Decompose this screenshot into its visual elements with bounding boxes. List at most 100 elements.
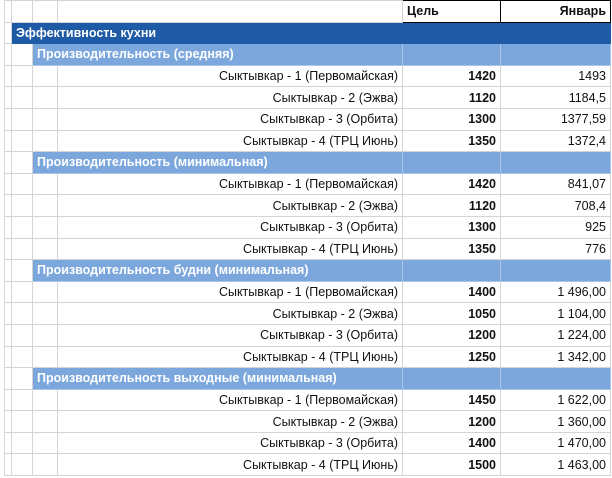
cell[interactable] [11,345,33,369]
cell[interactable] [11,194,33,217]
location-name[interactable]: Сыктывкар - 3 (Орбита) [57,431,403,455]
january-value[interactable]: 925 [500,215,611,239]
cell[interactable] [32,129,58,153]
cell[interactable] [4,453,12,477]
cell[interactable] [4,172,12,196]
goal-value[interactable]: 1300 [402,215,501,239]
cell[interactable] [11,453,33,477]
group-title[interactable]: Производительность выходные (минимальная… [32,367,403,390]
cell[interactable] [32,280,58,304]
cell[interactable] [11,151,33,174]
cell[interactable] [500,43,611,66]
location-name[interactable]: Сыктывкар - 3 (Орбита) [57,215,403,239]
location-name[interactable]: Сыктывкар - 2 (Эжва) [57,194,403,217]
cell[interactable] [4,410,12,433]
january-value[interactable]: 1 224,00 [500,323,611,347]
cell[interactable] [11,43,33,66]
cell[interactable] [402,43,501,66]
cell[interactable] [4,86,12,109]
january-value[interactable]: 1 470,00 [500,431,611,455]
cell[interactable] [32,410,58,433]
cell[interactable] [32,215,58,239]
location-name[interactable]: Сыктывкар - 1 (Первомайская) [57,280,403,304]
cell[interactable] [4,0,12,23]
january-value[interactable]: 1184,5 [500,86,611,109]
cell[interactable] [4,280,12,304]
group-title[interactable]: Производительность (минимальная) [32,151,403,174]
cell[interactable] [4,237,12,261]
cell[interactable] [32,64,58,88]
cell[interactable] [11,172,33,196]
january-value[interactable]: 841,07 [500,172,611,196]
location-name[interactable]: Сыктывкар - 2 (Эжва) [57,302,403,325]
cell[interactable] [11,237,33,261]
cell[interactable] [32,323,58,347]
cell[interactable] [32,431,58,455]
group-title[interactable]: Производительность будни (минимальная) [32,259,403,282]
location-name[interactable]: Сыктывкар - 2 (Эжва) [57,410,403,433]
cell[interactable] [11,86,33,109]
january-value[interactable]: 1 496,00 [500,280,611,304]
cell[interactable] [4,345,12,369]
cell[interactable] [32,194,58,217]
cell[interactable] [11,431,33,455]
header-january[interactable]: Январь [500,0,611,23]
cell[interactable] [32,345,58,369]
section-title[interactable]: Эффективность кухни [11,21,403,45]
location-name[interactable]: Сыктывкар - 4 (ТРЦ Июнь) [57,129,403,153]
cell[interactable] [4,194,12,217]
cell[interactable] [402,21,501,45]
january-value[interactable]: 708,4 [500,194,611,217]
goal-value[interactable]: 1450 [402,388,501,412]
goal-value[interactable]: 1200 [402,323,501,347]
goal-value[interactable]: 1400 [402,431,501,455]
january-value[interactable]: 776 [500,237,611,261]
cell[interactable] [402,151,501,174]
cell[interactable] [11,107,33,131]
location-name[interactable]: Сыктывкар - 4 (ТРЦ Июнь) [57,345,403,369]
goal-value[interactable]: 1120 [402,86,501,109]
cell[interactable] [11,280,33,304]
january-value[interactable]: 1 622,00 [500,388,611,412]
group-title[interactable]: Производительность (средняя) [32,43,403,66]
january-value[interactable]: 1 463,00 [500,453,611,477]
location-name[interactable]: Сыктывкар - 4 (ТРЦ Июнь) [57,237,403,261]
goal-value[interactable]: 1500 [402,453,501,477]
cell[interactable] [4,43,12,66]
cell[interactable] [11,302,33,325]
january-value[interactable]: 1372,4 [500,129,611,153]
location-name[interactable]: Сыктывкар - 3 (Орбита) [57,107,403,131]
cell[interactable] [500,21,611,45]
january-value[interactable]: 1 104,00 [500,302,611,325]
cell[interactable] [4,431,12,455]
cell[interactable] [32,0,58,23]
cell[interactable] [32,302,58,325]
goal-value[interactable]: 1200 [402,410,501,433]
cell[interactable] [11,259,33,282]
goal-value[interactable]: 1250 [402,345,501,369]
cell[interactable] [500,151,611,174]
cell[interactable] [32,388,58,412]
cell[interactable] [11,0,33,23]
cell[interactable] [500,367,611,390]
january-value[interactable]: 1377,59 [500,107,611,131]
cell[interactable] [11,323,33,347]
cell[interactable] [11,129,33,153]
cell[interactable] [402,367,501,390]
location-name[interactable]: Сыктывкар - 1 (Первомайская) [57,64,403,88]
january-value[interactable]: 1493 [500,64,611,88]
cell[interactable] [32,453,58,477]
cell[interactable] [32,172,58,196]
cell[interactable] [4,129,12,153]
cell[interactable] [4,323,12,347]
cell[interactable] [4,259,12,282]
goal-value[interactable]: 1420 [402,64,501,88]
cell[interactable] [11,410,33,433]
january-value[interactable]: 1 360,00 [500,410,611,433]
cell[interactable] [11,367,33,390]
cell[interactable] [32,107,58,131]
cell[interactable] [4,367,12,390]
goal-value[interactable]: 1050 [402,302,501,325]
location-name[interactable]: Сыктывкар - 4 (ТРЦ Июнь) [57,453,403,477]
cell[interactable] [32,237,58,261]
